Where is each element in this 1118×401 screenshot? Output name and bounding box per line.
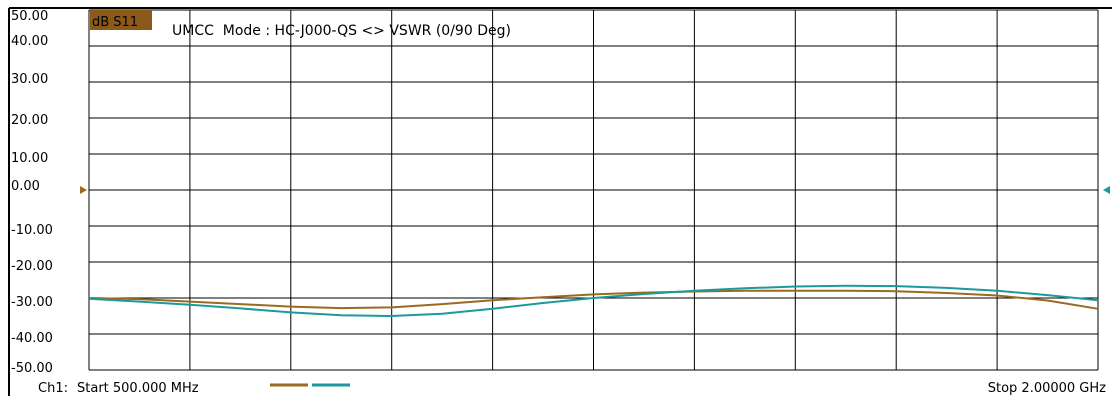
- reference-markers: [80, 186, 1110, 194]
- y-tick-label: -50.00: [11, 361, 53, 376]
- trace-label-badge: [90, 10, 152, 30]
- traces: [88, 284, 1099, 318]
- chart-title: UMCC Mode : HC-J000-QS <> VSWR (0/90 Deg…: [172, 23, 511, 39]
- y-tick-labels: 50.00 40.00 30.00 20.00 10.00 0.00 -10.00 -20.0…: [11, 9, 53, 376]
- trace-series-1: [88, 289, 1099, 310]
- reference-marker-right: [1103, 186, 1110, 194]
- stop-frequency-label: Stop 2.00000 GHz: [988, 381, 1106, 396]
- y-tick-label: 20.00: [11, 113, 48, 128]
- y-tick-label: -20.00: [11, 259, 53, 274]
- start-frequency-label: Start 500.000 MHz: [77, 381, 199, 396]
- channel-label: Ch1:: [38, 381, 68, 396]
- y-tick-label: 50.00: [11, 9, 48, 24]
- y-tick-label: 40.00: [11, 34, 48, 49]
- y-tick-label: -40.00: [11, 331, 53, 346]
- y-tick-label: 0.00: [11, 179, 40, 194]
- plot-grid: [88, 9, 1099, 371]
- y-tick-label: -30.00: [11, 295, 53, 310]
- y-tick-label: 10.00: [11, 151, 48, 166]
- trace-label: dB S11: [92, 15, 138, 30]
- y-tick-label: 30.00: [11, 72, 48, 87]
- reference-marker-left: [80, 186, 87, 194]
- trace-series-2: [88, 284, 1099, 318]
- y-tick-label: -10.00: [11, 223, 53, 238]
